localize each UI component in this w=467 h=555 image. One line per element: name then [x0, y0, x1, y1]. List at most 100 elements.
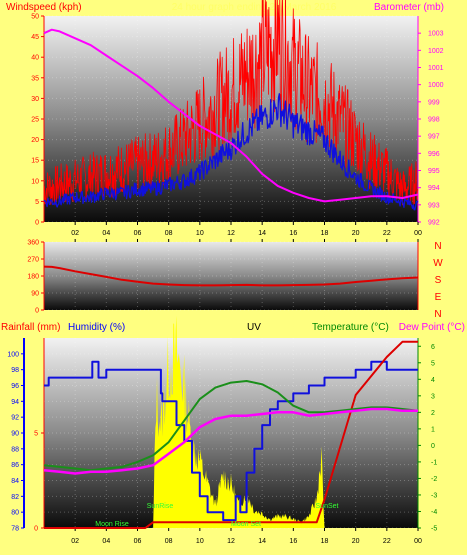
left-label-10: 10	[31, 178, 39, 185]
rain-series	[43, 315, 419, 529]
compass-e: E	[435, 292, 442, 303]
right-label-1002: 1002	[428, 48, 444, 55]
right-label-997: 997	[428, 134, 440, 141]
hum-label-94: 94	[11, 399, 19, 406]
barometer-line	[43, 28, 419, 203]
x-label-10: 10	[196, 230, 204, 237]
temp-label-6: 6	[431, 344, 435, 351]
x-label-22: 22	[383, 538, 391, 545]
x-label-00: 00	[414, 538, 422, 545]
sun-set-label: SunSet	[316, 503, 339, 510]
temp-label-0: 0	[431, 443, 435, 450]
humidity-axis-title: Humidity (%)	[68, 322, 125, 333]
dir-label-90: 90	[31, 291, 39, 298]
right-label-1001: 1001	[428, 65, 444, 72]
hum-label-90: 90	[11, 431, 19, 438]
chart-title: 24 hour graph ending 20 March 2016	[172, 2, 337, 13]
compass-n-bottom: N	[434, 309, 441, 320]
left-label-5: 5	[35, 199, 39, 206]
direction-axes: 0 90 180 270 360	[27, 239, 419, 315]
x-label-02: 02	[71, 538, 79, 545]
wind-axes: 0 5 10 15 20 25 30 35 40 45 50 992 993 994 995 996 997 99…	[31, 14, 443, 238]
x-label-12: 12	[227, 538, 235, 545]
temp-label-2: 2	[431, 410, 435, 417]
left-label-15: 15	[31, 158, 39, 165]
temp-label-1: 1	[431, 426, 435, 433]
right-label-995: 995	[428, 168, 440, 175]
compass-n-top: N	[434, 241, 441, 252]
left-label-50: 50	[31, 14, 39, 21]
wind-series	[43, 0, 419, 211]
hum-label-92: 92	[11, 415, 19, 422]
x-label-12: 12	[227, 230, 235, 237]
temp-label-5: 5	[431, 360, 435, 367]
x-label-08: 08	[165, 230, 173, 237]
right-label-996: 996	[428, 151, 440, 158]
right-label-998: 998	[428, 117, 440, 124]
direction-line	[43, 265, 419, 287]
moon-set-label: Moon Set	[231, 521, 261, 528]
temp-label--4: -4	[431, 509, 437, 516]
hum-label-78: 78	[11, 526, 19, 533]
right-label-993: 993	[428, 202, 440, 209]
rain-label-5: 5	[34, 431, 38, 438]
left-label-45: 45	[31, 34, 39, 41]
left-label-30: 30	[31, 96, 39, 103]
x-label-04: 04	[102, 230, 110, 237]
temperature-axis-title: Temperature (°C)	[312, 322, 389, 333]
average-line	[43, 93, 419, 211]
dir-label-270: 270	[27, 257, 39, 264]
hum-label-96: 96	[11, 383, 19, 390]
left-label-0: 0	[35, 220, 39, 227]
hum-label-82: 82	[11, 494, 19, 501]
right-label-1003: 1003	[428, 31, 444, 38]
x-label-06: 06	[134, 538, 142, 545]
right-label-999: 999	[428, 99, 440, 106]
x-label-14: 14	[258, 230, 266, 237]
temp-label--1: -1	[431, 459, 437, 466]
x-label-10: 10	[196, 538, 204, 545]
x-label-00: 00	[414, 230, 422, 237]
temp-label-4: 4	[431, 377, 435, 384]
compass-w: W	[433, 258, 443, 269]
hum-label-86: 86	[11, 462, 19, 469]
left-label-25: 25	[31, 117, 39, 124]
dewpoint-axis-title: Dew Point (°C)	[399, 322, 465, 333]
dewpoint-line	[43, 407, 418, 475]
left-label-35: 35	[31, 75, 39, 82]
rain-label-0: 0	[34, 526, 38, 533]
temp-label-3: 3	[431, 393, 435, 400]
x-label-20: 20	[352, 230, 360, 237]
temp-label--2: -2	[431, 476, 437, 483]
sun-rise-label: SunRise	[147, 503, 174, 510]
hum-label-80: 80	[11, 510, 19, 517]
x-label-08: 08	[165, 538, 173, 545]
right-label-994: 994	[428, 185, 440, 192]
x-label-02: 02	[71, 230, 79, 237]
direction-series	[43, 265, 419, 287]
dir-label-360: 360	[27, 240, 39, 247]
temp-label--3: -3	[431, 492, 437, 499]
x-label-20: 20	[352, 538, 360, 545]
temperature-line	[43, 380, 419, 472]
uv-axis-title: UV	[247, 322, 261, 333]
rainfall-line	[44, 340, 418, 529]
dir-label-0: 0	[35, 308, 39, 315]
x-label-22: 22	[383, 230, 391, 237]
x-label-14: 14	[258, 538, 266, 545]
dir-label-180: 180	[27, 274, 39, 281]
hum-label-88: 88	[11, 446, 19, 453]
rain-axis-title: Rainfall (mm)	[1, 322, 60, 333]
hum-label-100: 100	[7, 351, 19, 358]
direction-grid	[44, 241, 419, 311]
baro-axis-title: Barometer (mb)	[374, 2, 444, 13]
right-label-1000: 1000	[428, 82, 444, 89]
x-label-16: 16	[289, 230, 297, 237]
gust-line	[43, 0, 419, 206]
humidity-line	[44, 360, 418, 522]
x-label-16: 16	[289, 538, 297, 545]
moon-rise-label: Moon Rise	[95, 521, 129, 528]
right-label-992: 992	[428, 220, 440, 227]
left-label-20: 20	[31, 137, 39, 144]
